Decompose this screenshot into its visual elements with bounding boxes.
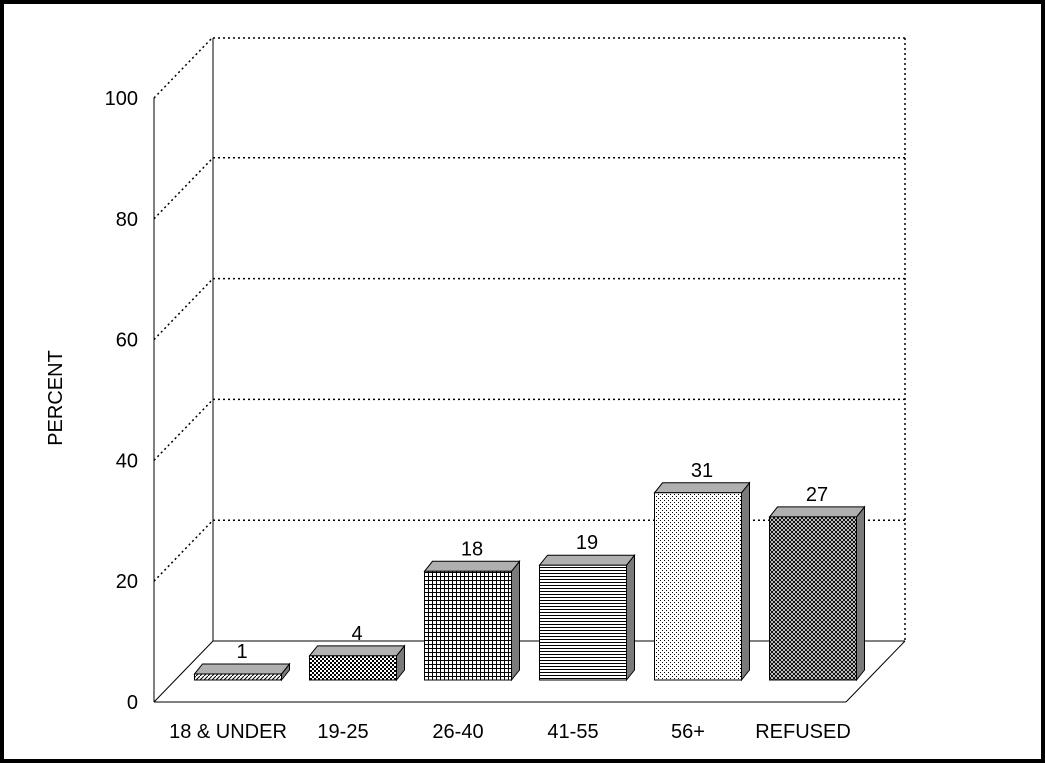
data-label: 19: [576, 532, 598, 554]
y-axis-label: PERCENT: [45, 350, 67, 446]
bar-side: [626, 553, 635, 682]
x-category-label: REFUSED: [755, 721, 851, 743]
y-tick-label: 40: [116, 450, 138, 472]
bar-top: [538, 554, 636, 566]
x-category-label: 26-40: [432, 721, 483, 743]
y-axis-ticks: 0 20 40 60 80 100: [105, 88, 138, 714]
bar-top: [768, 506, 866, 518]
bar-18-under: 1: [193, 641, 291, 682]
bar-side: [511, 559, 520, 682]
y-tick-label: 80: [116, 209, 138, 231]
gridline-diagonal: [153, 278, 214, 341]
bar-41-55: 19: [538, 532, 636, 682]
data-label: 1: [236, 641, 247, 663]
y-tick-label: 0: [127, 692, 138, 714]
bar-front: [539, 564, 627, 681]
y-tick-label: 60: [116, 330, 138, 352]
bar-side: [741, 481, 750, 682]
bar-top: [653, 482, 751, 494]
floor-right-edge: [845, 640, 906, 703]
gridline-diagonal: [153, 398, 214, 461]
bar-top: [423, 560, 521, 572]
bar-refused: 27: [768, 484, 866, 682]
bars: 1 4 18 19 31 27: [193, 460, 866, 682]
data-label: 18: [461, 538, 483, 560]
data-label: 27: [806, 484, 828, 506]
bar-top: [193, 663, 291, 675]
bar-side: [856, 505, 865, 682]
bar-front: [309, 655, 397, 681]
bar-front: [654, 492, 742, 681]
bar-front: [194, 673, 282, 681]
gridline-diagonal: [153, 157, 214, 220]
y-tick-label: 20: [116, 571, 138, 593]
data-label: 4: [351, 623, 362, 645]
gridlines: [153, 36, 905, 582]
bar-top: [308, 645, 406, 657]
x-axis-categories: 18 & UNDER 19-25 26-40 41-55 56+ REFUSED: [169, 721, 851, 743]
data-label: 31: [691, 460, 713, 482]
x-category-label: 19-25: [317, 721, 368, 743]
x-category-label: 41-55: [547, 721, 598, 743]
floor-left-edge: [153, 640, 214, 703]
bar-56-: 31: [653, 460, 751, 682]
y-tick-label: 100: [105, 88, 138, 110]
bar-front: [769, 516, 857, 681]
x-category-label: 56+: [671, 721, 705, 743]
x-category-label: 18 & UNDER: [169, 721, 287, 743]
bar-front: [424, 570, 512, 681]
bar-19-25: 4: [308, 623, 406, 682]
gridline-diagonal: [153, 519, 214, 582]
bar-26-40: 18: [423, 538, 521, 682]
gridline-diagonal: [153, 36, 214, 99]
